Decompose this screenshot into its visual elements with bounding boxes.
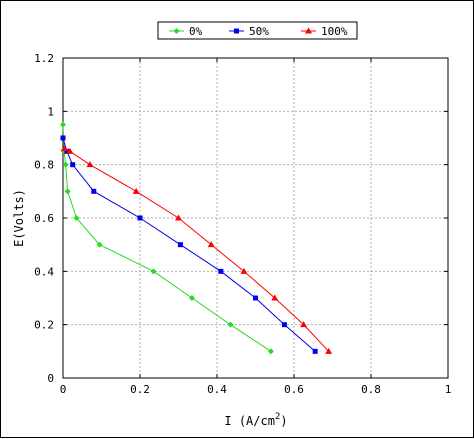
series-3-point xyxy=(271,294,279,301)
series-2 xyxy=(60,135,318,354)
series-1 xyxy=(60,121,274,355)
series-3-line xyxy=(63,148,330,352)
legend-item-3: 100% xyxy=(301,25,348,38)
legend: 0% 50% 100% xyxy=(157,21,358,40)
x-tick-label: 0 xyxy=(60,383,67,396)
series-2-point xyxy=(218,268,224,274)
x-tick-label: 0.2 xyxy=(130,383,150,396)
series-3-point xyxy=(86,161,94,168)
series-2-point xyxy=(64,148,70,154)
series-3-point xyxy=(175,214,182,221)
y-tick-label: 0.2 xyxy=(34,319,54,332)
legend-item-1-marker xyxy=(173,28,180,34)
x-axis-title-superscript: 2 xyxy=(275,412,280,422)
x-tick-label: 0.6 xyxy=(284,383,304,396)
legend-item-3-label: 100% xyxy=(321,25,348,38)
y-tick-label: 0.4 xyxy=(34,265,54,278)
tick-labels: 0 0.2 0.4 0.6 0.8 1 0 0.2 0.4 0.6 0.8 1 1.2 xyxy=(34,52,451,396)
x-tick-label: 0.4 xyxy=(207,383,227,396)
series-3-point xyxy=(60,145,68,152)
series-2-point xyxy=(60,135,66,141)
legend-item-2: 50% xyxy=(229,25,269,38)
legend-box xyxy=(157,21,358,40)
y-tick-label: 0.8 xyxy=(34,159,54,172)
y-tick-label: 1 xyxy=(47,105,54,118)
x-tick-label: 0.8 xyxy=(361,383,381,396)
y-axis-title: E(Volts) xyxy=(12,189,26,247)
series-2-point xyxy=(70,162,76,168)
series-2-point xyxy=(312,348,318,354)
series-1-point xyxy=(73,215,80,221)
x-axis-title-suffix: ) xyxy=(280,414,287,428)
series-1-line xyxy=(62,124,272,352)
series-2-point xyxy=(177,242,183,248)
series-1-point xyxy=(188,295,195,301)
legend-item-1-label: 0% xyxy=(189,25,203,38)
series-3 xyxy=(60,145,333,354)
legend-item-1: 0% xyxy=(169,25,203,38)
series-2-point xyxy=(253,295,258,301)
series-3-point xyxy=(66,147,74,154)
y-tick-label: 0 xyxy=(47,372,54,385)
series-3-point xyxy=(207,241,215,248)
x-axis-title: I (A/cm2) xyxy=(224,412,287,428)
series-3-point xyxy=(132,187,140,194)
series-1-point xyxy=(64,188,71,195)
series-3-point xyxy=(325,347,333,354)
series-1-point xyxy=(150,268,157,275)
series-1-point xyxy=(96,241,103,248)
legend-item-2-label: 50% xyxy=(249,25,269,38)
series-2-line xyxy=(62,137,316,352)
series-layer xyxy=(60,121,333,355)
grid-lines xyxy=(63,58,448,378)
x-tick-label: 1 xyxy=(445,383,452,396)
y-tick-label: 0.6 xyxy=(34,212,54,225)
legend-item-3-marker xyxy=(305,27,312,34)
series-2-point xyxy=(281,322,287,328)
series-1-point xyxy=(267,348,274,355)
series-3-point xyxy=(300,321,308,328)
series-1-point xyxy=(227,321,234,328)
series-1-point xyxy=(62,161,69,168)
x-axis-title-main: I (A/cm xyxy=(224,414,275,428)
series-2-point xyxy=(137,215,143,221)
legend-item-2-marker xyxy=(234,28,239,34)
series-3-point xyxy=(240,267,248,274)
y-tick-label: 1.2 xyxy=(34,52,54,65)
series-1-point xyxy=(60,121,66,128)
series-2-point xyxy=(91,188,97,194)
axis-ticks xyxy=(62,57,449,379)
